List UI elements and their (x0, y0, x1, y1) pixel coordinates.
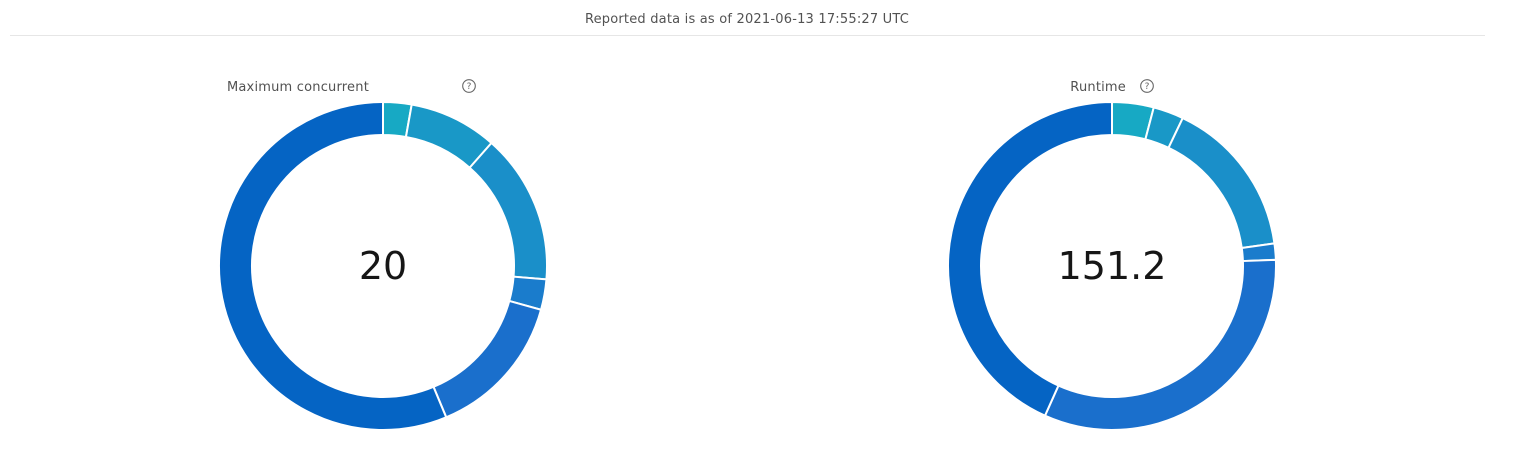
chart-title: Runtime (1070, 80, 1126, 95)
help-icon[interactable]: ? (462, 79, 476, 93)
donut-ring (218, 100, 548, 431)
center-value: 151.2 (1058, 244, 1167, 288)
center-value: 20 (359, 244, 407, 288)
donut-segment-5[interactable] (432, 299, 543, 419)
chart-runtime: Runtime ? 151.2 (942, 70, 1282, 435)
question-mark-glyph: ? (467, 82, 472, 92)
help-circle-icon (462, 79, 476, 93)
chart-title: Maximum concurrent (227, 80, 369, 95)
donut-chart-runtime: Runtime ? 151.2 (947, 79, 1277, 431)
donut-segment-6[interactable] (218, 100, 448, 431)
help-circle-icon (1140, 79, 1154, 93)
question-mark-glyph: ? (1145, 82, 1150, 92)
donut-segment-3[interactable] (1167, 116, 1276, 250)
donut-segment-6[interactable] (947, 100, 1113, 418)
donut-chart-maximum-concurrent: Maximum concurrent ? 20 (218, 79, 548, 431)
header-divider (10, 35, 1485, 36)
donut-segment-3[interactable] (468, 141, 548, 281)
donut-ring (947, 100, 1277, 431)
report-timestamp: Reported data is as of 2021-06-13 17:55:… (584, 12, 910, 27)
help-icon[interactable]: ? (1140, 79, 1154, 93)
chart-maximum-concurrent: Maximum concurrent ? 20 (213, 70, 553, 435)
